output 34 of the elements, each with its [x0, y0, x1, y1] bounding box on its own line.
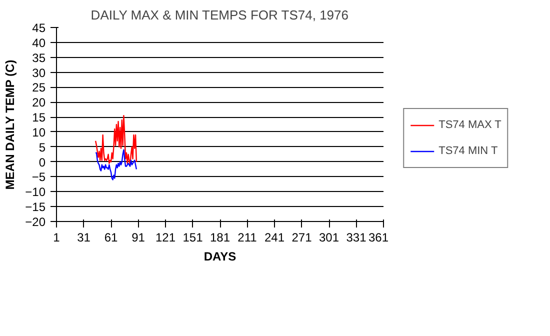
y-tick-label: 25 [32, 80, 46, 95]
x-tick-label: 121 [155, 230, 176, 244]
x-axis-title: DAYS [204, 250, 236, 264]
y-tick-label: 35 [32, 50, 46, 65]
y-tick-label: 5 [38, 140, 46, 154]
y-tick-label: −15 [25, 200, 46, 214]
x-tick-label: 301 [318, 230, 340, 244]
y-tick-label: 10 [32, 125, 46, 140]
y-tick-label: −10 [25, 185, 46, 200]
legend-label: TS74 MAX T [438, 119, 502, 131]
x-tick-label: 361 [368, 230, 389, 244]
y-tick-label: 30 [32, 66, 46, 80]
y-tick-label: −5 [32, 170, 46, 184]
x-tick-label: 61 [104, 230, 118, 244]
y-tick-label: 0 [38, 155, 46, 170]
x-tick-label: 181 [210, 230, 230, 244]
y-tick-label: −20 [25, 215, 46, 229]
x-tick-label: 271 [292, 230, 312, 244]
x-tick-label: 151 [182, 230, 204, 244]
x-tick-label: 1 [53, 230, 60, 244]
x-tick-label: 91 [132, 230, 146, 244]
line-series [94, 149, 138, 180]
y-axis-title: MEAN DAILY TEMP (C) [3, 60, 18, 190]
x-tick-label: 31 [77, 230, 91, 244]
y-tick-label: 15 [32, 110, 46, 125]
y-tick-label: 40 [32, 36, 46, 50]
line-series [94, 114, 138, 166]
x-tick-label: 331 [346, 230, 367, 244]
legend-label: TS74 MIN T [438, 145, 498, 157]
x-tick-label: 211 [238, 230, 258, 244]
y-tick-label: 20 [32, 96, 46, 110]
x-tick-label: 241 [264, 230, 285, 244]
chart-title: DAILY MAX & MIN TEMPS FOR TS74, 1976 [90, 8, 348, 22]
y-tick-label: 45 [32, 21, 46, 35]
